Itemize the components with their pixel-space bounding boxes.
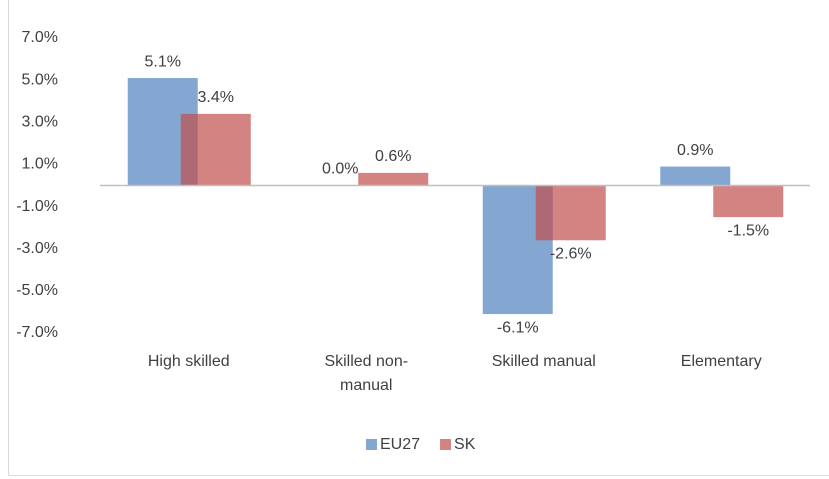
chart-frame xyxy=(8,0,829,476)
y-tick-label: 7.0% xyxy=(22,29,58,46)
legend-label: EU27 xyxy=(380,436,420,453)
data-label: -6.1% xyxy=(497,319,539,336)
data-label: 3.4% xyxy=(198,89,234,106)
y-tick-label: -7.0% xyxy=(16,324,58,341)
y-tick-label: -1.0% xyxy=(16,198,58,215)
bar xyxy=(180,113,251,186)
data-label: 0.6% xyxy=(375,148,411,165)
data-label: 5.1% xyxy=(145,53,181,70)
y-tick-label: 3.0% xyxy=(22,114,58,131)
x-tick-label: Elementary xyxy=(680,353,762,370)
x-tick-label: Skilled manual xyxy=(491,353,596,370)
x-tick-label: Skilled non-manual xyxy=(324,353,409,394)
bar xyxy=(535,185,606,241)
y-tick-label: -5.0% xyxy=(16,282,58,299)
bar xyxy=(358,172,429,186)
data-label: -1.5% xyxy=(727,222,769,239)
data-label: -2.6% xyxy=(550,246,592,263)
legend-swatch xyxy=(440,439,452,450)
data-label: 0.0% xyxy=(322,161,358,178)
bar xyxy=(713,185,784,218)
data-label: 0.9% xyxy=(677,142,713,159)
y-tick-label: -3.0% xyxy=(16,240,58,257)
x-tick-label: High skilled xyxy=(147,353,230,370)
y-tick-label: 5.0% xyxy=(22,71,58,88)
legend-swatch xyxy=(366,439,377,450)
legend-label: SK xyxy=(454,436,476,453)
y-tick-label: 1.0% xyxy=(22,156,58,173)
bar xyxy=(660,166,731,186)
